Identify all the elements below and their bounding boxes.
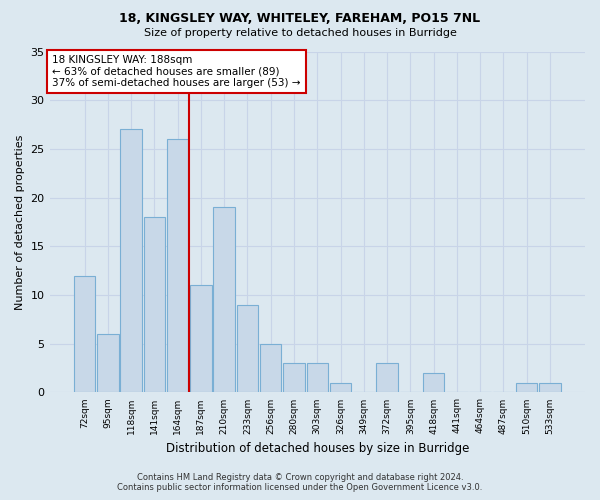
Bar — [167, 139, 188, 392]
Bar — [283, 363, 305, 392]
Bar — [214, 208, 235, 392]
Bar — [121, 130, 142, 392]
Bar — [97, 334, 119, 392]
Bar — [539, 382, 560, 392]
Bar — [190, 286, 212, 393]
X-axis label: Distribution of detached houses by size in Burridge: Distribution of detached houses by size … — [166, 442, 469, 455]
Bar — [260, 344, 281, 392]
Bar — [74, 276, 95, 392]
Bar — [376, 363, 398, 392]
Y-axis label: Number of detached properties: Number of detached properties — [15, 134, 25, 310]
Text: Contains HM Land Registry data © Crown copyright and database right 2024.
Contai: Contains HM Land Registry data © Crown c… — [118, 473, 482, 492]
Bar — [516, 382, 538, 392]
Bar — [143, 217, 165, 392]
Text: Size of property relative to detached houses in Burridge: Size of property relative to detached ho… — [143, 28, 457, 38]
Bar — [330, 382, 351, 392]
Text: 18 KINGSLEY WAY: 188sqm
← 63% of detached houses are smaller (89)
37% of semi-de: 18 KINGSLEY WAY: 188sqm ← 63% of detache… — [52, 55, 301, 88]
Bar — [307, 363, 328, 392]
Bar — [237, 305, 258, 392]
Bar — [423, 373, 445, 392]
Text: 18, KINGSLEY WAY, WHITELEY, FAREHAM, PO15 7NL: 18, KINGSLEY WAY, WHITELEY, FAREHAM, PO1… — [119, 12, 481, 26]
